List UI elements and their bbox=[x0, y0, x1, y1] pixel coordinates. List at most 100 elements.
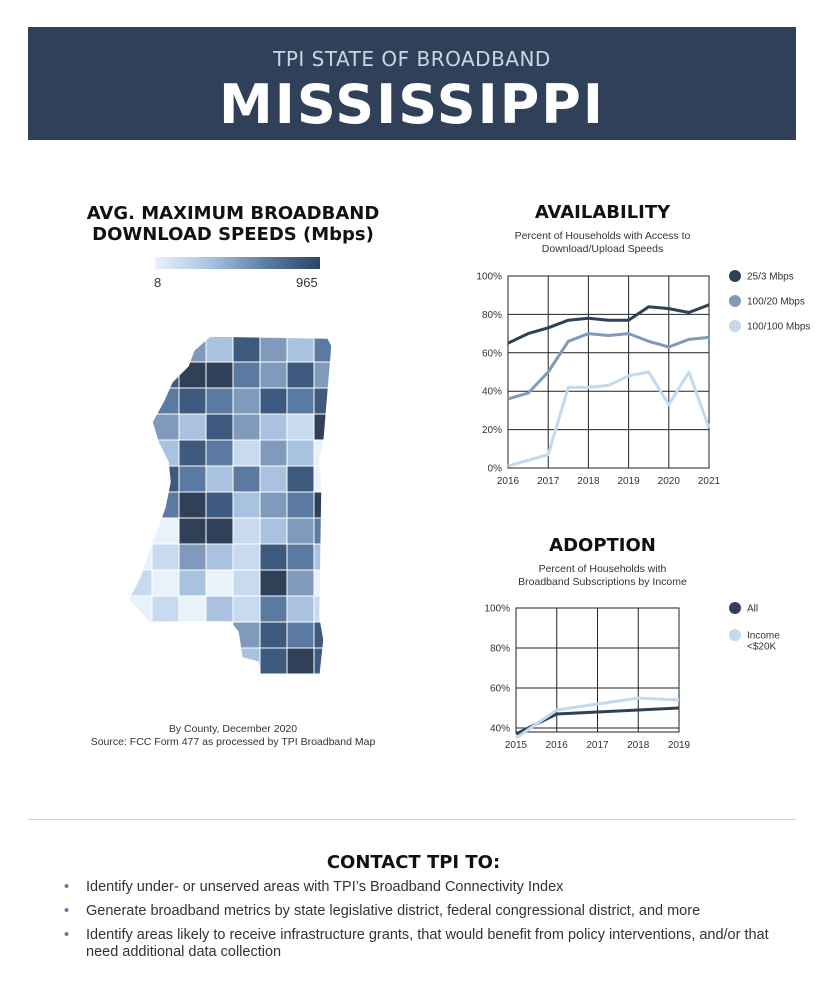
county-cell bbox=[205, 387, 234, 415]
county-cell bbox=[259, 543, 288, 571]
contact-list: Identify under- or unserved areas with T… bbox=[62, 879, 782, 968]
county-cell bbox=[286, 647, 315, 675]
county-cell bbox=[178, 413, 207, 441]
county-cell bbox=[205, 647, 234, 675]
county-cell bbox=[128, 413, 153, 441]
county-cell bbox=[128, 569, 153, 597]
list-item: Generate broadband metrics by state legi… bbox=[62, 903, 782, 920]
county-cell bbox=[178, 465, 207, 493]
county-cell bbox=[259, 595, 288, 623]
county-cell bbox=[205, 595, 234, 623]
county-cell bbox=[128, 439, 153, 467]
plot-frame bbox=[507, 275, 710, 469]
county-cell bbox=[259, 361, 288, 389]
y-tick-label: 40% bbox=[482, 387, 502, 398]
legend-swatch bbox=[729, 320, 741, 332]
county-cell bbox=[128, 465, 153, 493]
county-cell bbox=[205, 361, 234, 389]
x-tick-label: 2020 bbox=[658, 476, 681, 487]
county-cell bbox=[128, 361, 153, 389]
county-cell bbox=[313, 465, 332, 493]
county-cell bbox=[151, 439, 180, 467]
y-tick-label: 60% bbox=[482, 348, 502, 359]
county-cell bbox=[232, 569, 261, 597]
county-cell bbox=[151, 647, 180, 675]
availability-chart: 0% 20% 40% 60% 80% 100% 2016 2017 2018 2019 2020 20… bbox=[476, 270, 810, 487]
legend-label: 100/100 Mbps bbox=[747, 322, 810, 333]
county-cell bbox=[286, 336, 315, 363]
plot-frame bbox=[515, 607, 680, 733]
county-cell bbox=[128, 647, 153, 675]
county-cell bbox=[259, 465, 288, 493]
map-note-line1: By County, December 2020 bbox=[168, 723, 298, 735]
county-cell bbox=[232, 517, 261, 545]
county-cell bbox=[178, 543, 207, 571]
legend-label: 25/3 Mbps bbox=[747, 272, 794, 283]
map-source-note: By County, December 2020 Source: FCC For… bbox=[60, 723, 406, 749]
county-cell bbox=[128, 543, 153, 571]
county-cell bbox=[313, 595, 332, 623]
county-cell bbox=[128, 491, 153, 519]
county-cell bbox=[128, 517, 153, 545]
adoption-subtitle-line2: Broadband Subscriptions by Income bbox=[518, 576, 687, 588]
county-cell bbox=[232, 621, 261, 649]
county-cell bbox=[128, 595, 153, 623]
legend-label: 100/20 Mbps bbox=[747, 297, 805, 308]
x-tick-label: 2016 bbox=[497, 476, 520, 487]
county-cell bbox=[286, 543, 315, 571]
legend-swatch bbox=[729, 270, 741, 282]
list-item: Identify under- or unserved areas with T… bbox=[62, 879, 782, 896]
county-cell bbox=[151, 387, 180, 415]
county-cell bbox=[313, 621, 332, 649]
county-cell bbox=[313, 647, 332, 675]
county-cell bbox=[232, 543, 261, 571]
county-cell bbox=[313, 361, 332, 389]
county-cell bbox=[205, 569, 234, 597]
y-tick-label: 0% bbox=[488, 464, 503, 475]
contact-heading: CONTACT TPI TO: bbox=[326, 852, 501, 873]
y-tick-label: 20% bbox=[482, 425, 502, 436]
county-cell bbox=[286, 491, 315, 519]
county-cell bbox=[151, 465, 180, 493]
county-cell bbox=[151, 361, 180, 389]
scale-max-label: 965 bbox=[296, 275, 318, 290]
county-cell bbox=[205, 491, 234, 519]
adoption-subtitle-line1: Percent of Households with bbox=[538, 563, 667, 575]
county-cell bbox=[205, 465, 234, 493]
county-cell bbox=[178, 387, 207, 415]
county-cell bbox=[151, 336, 180, 363]
county-cell bbox=[313, 543, 332, 571]
x-tick-label: 2017 bbox=[586, 740, 609, 751]
county-cell bbox=[259, 517, 288, 545]
county-cell bbox=[178, 569, 207, 597]
header-title: MISSISSIPPI bbox=[219, 73, 605, 136]
header-banner: TPI STATE OF BROADBAND MISSISSIPPI bbox=[28, 27, 796, 140]
county-cell bbox=[205, 621, 234, 649]
color-scale-bar bbox=[155, 257, 320, 269]
county-cell bbox=[178, 361, 207, 389]
list-item: Identify areas likely to receive infrast… bbox=[62, 927, 782, 961]
county-cell bbox=[286, 387, 315, 415]
x-tick-label: 2016 bbox=[546, 740, 569, 751]
county-cell bbox=[178, 439, 207, 467]
county-cell bbox=[259, 413, 288, 441]
availability-subtitle-line1: Percent of Households with Access to bbox=[514, 230, 691, 242]
availability-subtitle-line2: Download/Upload Speeds bbox=[541, 243, 664, 255]
series-line-0 bbox=[507, 303, 710, 345]
legend-swatch bbox=[729, 602, 741, 614]
county-cell bbox=[232, 336, 261, 363]
legend-label: All bbox=[747, 604, 758, 615]
map-title-line2: DOWNLOAD SPEEDS (Mbps) bbox=[92, 224, 374, 245]
county-cell bbox=[259, 491, 288, 519]
adoption-title: ADOPTION bbox=[549, 535, 656, 556]
county-cell bbox=[313, 517, 332, 545]
county-cell bbox=[205, 543, 234, 571]
county-cell bbox=[286, 465, 315, 493]
county-cell bbox=[286, 595, 315, 623]
county-cell bbox=[286, 439, 315, 467]
county-cell bbox=[259, 621, 288, 649]
county-cell bbox=[313, 413, 332, 441]
county-cell bbox=[286, 517, 315, 545]
legend-swatch bbox=[729, 295, 741, 307]
map-note-line2: Source: FCC Form 477 as processed by TPI… bbox=[90, 736, 376, 748]
